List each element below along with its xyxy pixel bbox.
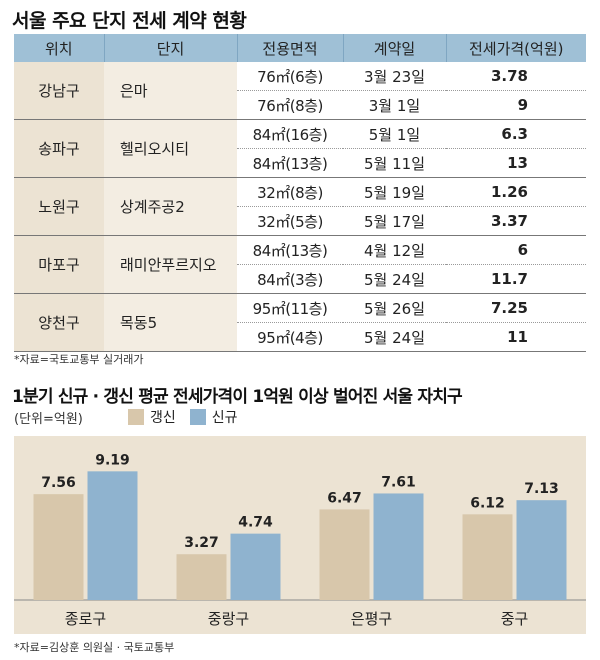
area-cell: 95㎡(11층) [237, 293, 343, 323]
bar-value-label: 7.61 [381, 474, 416, 490]
area-cell: 84㎡(13층) [237, 148, 343, 178]
price-cell: 13 [446, 148, 586, 178]
category-tick-label: 종로구 [65, 610, 106, 628]
table-row: 76㎡(8층) 3월 1일 9 [14, 90, 586, 120]
area-cell: 95㎡(4층) [237, 322, 343, 352]
date-cell: 5월 26일 [343, 293, 446, 323]
complex-cell: 래미안푸르지오 [104, 235, 237, 294]
chart-legend: 갱신 신규 [128, 407, 252, 427]
bar-new [87, 471, 138, 600]
date-cell: 5월 1일 [343, 119, 446, 149]
lease-contract-table: 위치 단지 전용면적 계약일 전세가격(억원) 강남구 은마 76㎡(6층) 3… [14, 34, 586, 352]
header-date: 계약일 [342, 34, 446, 62]
table-header-row: 위치 단지 전용면적 계약일 전세가격(억원) [14, 34, 586, 62]
table-row: 양천구 목동5 95㎡(11층) 5월 26일 7.25 [14, 293, 586, 352]
legend-swatch-renewal [128, 409, 144, 425]
bar-new [516, 500, 567, 600]
area-cell: 32㎡(8층) [237, 177, 343, 207]
table-title: 서울 주요 단지 전세 계약 현황 [12, 10, 247, 32]
price-cell: 6 [446, 235, 586, 265]
date-cell: 5월 24일 [343, 264, 446, 294]
date-cell: 4월 12일 [343, 235, 446, 265]
price-cell: 1.26 [446, 177, 586, 207]
legend-swatch-new [189, 409, 206, 425]
table-row: 노원구 상계주공2 32㎡(8층) 5월 19일 1.26 [14, 177, 586, 236]
location-cell: 양천구 [14, 293, 104, 352]
price-cell: 11 [446, 322, 586, 352]
price-cell: 3.37 [446, 206, 586, 236]
category-tick-label: 중구 [501, 610, 529, 628]
area-cell: 32㎡(5층) [237, 206, 343, 236]
header-location: 위치 [14, 34, 104, 62]
table-row: 마포구 래미안푸르지오 84㎡(13층) 4월 12일 6 [14, 235, 586, 294]
price-cell: 6.3 [446, 119, 586, 149]
bar-value-label: 9.19 [95, 452, 130, 468]
bar-new [230, 533, 281, 600]
location-cell: 마포구 [14, 235, 104, 294]
date-cell: 5월 19일 [343, 177, 446, 207]
date-cell: 5월 11일 [343, 148, 446, 178]
header-complex: 단지 [103, 34, 237, 62]
chart-source-note: *자료=김상훈 의원실 · 국토교통부 [14, 641, 175, 654]
bar-new [373, 493, 424, 600]
legend-label-new: 신규 [211, 410, 238, 426]
table-row: 송파구 헬리오시티 84㎡(16층) 5월 1일 6.3 [14, 119, 586, 178]
area-cell: 84㎡(16층) [237, 119, 343, 149]
location-cell: 노원구 [14, 177, 104, 236]
price-cell: 11.7 [446, 264, 586, 294]
table-source-note: *자료=국토교통부 실거래가 [14, 353, 144, 366]
bar-chart-area: 7.56 9.19 종로구 3.27 4.74 중랑구 6.47 7.61 은평구 6.12 7.1… [14, 436, 586, 634]
complex-cell: 은마 [104, 62, 237, 120]
table-row: 강남구 은마 76㎡(6층) 3월 23일 3.78 [14, 62, 586, 120]
bar-value-label: 7.13 [524, 481, 559, 497]
bar-renewal [33, 494, 84, 600]
location-cell: 송파구 [14, 119, 104, 178]
bar-renewal [176, 554, 227, 600]
date-cell: 3월 1일 [343, 90, 446, 120]
table-row: 84㎡(13층) 5월 11일 13 [14, 148, 586, 178]
table-row: 84㎡(3층) 5월 24일 11.7 [14, 264, 586, 294]
bar-value-label: 6.47 [327, 490, 362, 506]
date-cell: 5월 17일 [343, 206, 446, 236]
area-cell: 76㎡(6층) [237, 62, 343, 91]
bar-value-label: 6.12 [470, 495, 505, 511]
bar-value-label: 7.56 [41, 475, 76, 491]
date-cell: 5월 24일 [343, 322, 446, 352]
complex-cell: 상계주공2 [104, 177, 237, 236]
date-cell: 3월 23일 [343, 62, 446, 91]
complex-cell: 헬리오시티 [104, 119, 237, 178]
category-tick-label: 중랑구 [208, 610, 249, 628]
bar-chart: 7.56 9.19 종로구 3.27 4.74 중랑구 6.47 7.61 은평구 6.12 7.1… [14, 452, 586, 628]
location-cell: 강남구 [14, 62, 104, 120]
bar-value-label: 4.74 [238, 515, 273, 531]
area-cell: 84㎡(13층) [237, 235, 343, 265]
table-row: 32㎡(5층) 5월 17일 3.37 [14, 206, 586, 236]
complex-cell: 목동5 [104, 293, 237, 352]
table-row: 95㎡(4층) 5월 24일 11 [14, 322, 586, 352]
header-price: 전세가격(억원) [445, 34, 586, 62]
bar-renewal [462, 514, 513, 600]
category-tick-label: 은평구 [351, 610, 392, 628]
header-area: 전용면적 [236, 34, 343, 62]
price-cell: 3.78 [446, 62, 586, 91]
bar-renewal [319, 509, 370, 600]
area-cell: 84㎡(3층) [237, 264, 343, 294]
legend-label-renewal: 갱신 [150, 410, 176, 426]
area-cell: 76㎡(8층) [237, 90, 343, 120]
chart-title: 1분기 신규 · 갱신 평균 전세가격이 1억원 이상 벌어진 서울 자치구 [12, 387, 463, 407]
price-cell: 9 [446, 90, 586, 120]
price-cell: 7.25 [446, 293, 586, 323]
chart-unit-label: (단위=억원) [14, 412, 83, 427]
bar-value-label: 3.27 [184, 535, 219, 551]
